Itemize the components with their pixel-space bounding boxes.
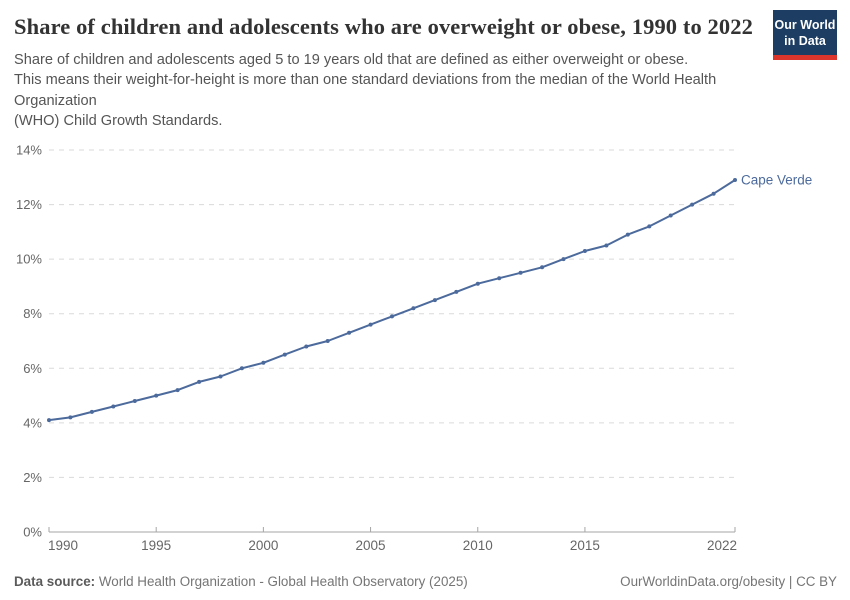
data-point xyxy=(325,339,330,343)
chart-svg: 0% 2% 4% 6% 8% 10% 12% 14% 1990 1995 2000 2005 2010 2… xyxy=(16,143,812,554)
data-point xyxy=(197,379,202,384)
data-point xyxy=(347,330,352,335)
data-point xyxy=(304,344,309,349)
data-point xyxy=(432,298,437,303)
data-point xyxy=(733,178,737,182)
data-point xyxy=(518,270,523,275)
data-point xyxy=(582,249,587,253)
owid-logo: Our World in Data xyxy=(773,10,837,60)
x-axis-tick-label: 2015 xyxy=(570,538,600,553)
data-point xyxy=(475,281,480,286)
data-point xyxy=(411,306,416,311)
subtitle-line: Share of children and adolescents aged 5… xyxy=(14,52,689,69)
data-source: Data source: World Health Organization -… xyxy=(14,574,468,589)
x-axis-tick-label: 2005 xyxy=(356,538,386,553)
data-point xyxy=(89,409,94,414)
page-title: Share of children and adolescents who ar… xyxy=(14,14,753,39)
chart-header: Share of children and adolescents who ar… xyxy=(14,12,760,131)
y-axis-tick-label: 4% xyxy=(23,415,42,430)
data-point xyxy=(647,224,652,229)
data-point xyxy=(47,418,51,423)
data-point xyxy=(690,202,695,207)
data-point xyxy=(540,265,545,270)
owid-logo-line1: Our World xyxy=(774,18,836,32)
data-point xyxy=(68,415,73,420)
data-point xyxy=(497,276,502,281)
data-point xyxy=(711,191,716,196)
subtitle-line: This means their weight-for-height is mo… xyxy=(14,72,717,109)
data-point xyxy=(175,388,180,393)
entity-label: Cape Verde xyxy=(741,173,812,188)
data-point xyxy=(239,366,244,371)
data-point xyxy=(454,289,459,294)
y-axis-tick-label: 14% xyxy=(16,143,42,158)
data-point xyxy=(604,243,609,248)
chart-footer: Data source: World Health Organization -… xyxy=(14,574,837,589)
y-axis-tick-label: 2% xyxy=(23,470,42,485)
y-axis-tick-label: 10% xyxy=(16,252,42,267)
data-source-label: Data source: xyxy=(14,574,96,589)
chart-subtitle: Share of children and adolescents aged 5… xyxy=(14,50,760,131)
y-axis-tick-label: 8% xyxy=(23,306,42,321)
data-point xyxy=(561,257,566,262)
x-axis-tick-label: 1995 xyxy=(141,538,171,553)
data-source-text: World Health Organization - Global Healt… xyxy=(95,574,468,589)
x-axis-tick-label: 2022 xyxy=(707,538,737,553)
data-point xyxy=(132,399,137,403)
data-point xyxy=(218,374,223,379)
owid-logo-line2: in Data xyxy=(784,34,826,48)
x-axis-tick-label: 2010 xyxy=(463,538,493,553)
x-axis-tick-label: 1990 xyxy=(48,538,78,553)
data-point xyxy=(111,404,116,409)
line-chart: 0% 2% 4% 6% 8% 10% 12% 14% 1990 1995 2000 2005 2010 2… xyxy=(0,140,850,555)
data-point xyxy=(261,360,266,365)
y-axis-tick-label: 12% xyxy=(16,197,42,212)
data-point xyxy=(282,352,287,357)
data-point xyxy=(368,322,373,327)
x-axis-tick-label: 2000 xyxy=(248,538,278,553)
license-credit: OurWorldinData.org/obesity | CC BY xyxy=(620,574,837,589)
subtitle-line: (WHO) Child Growth Standards. xyxy=(14,112,223,129)
data-point xyxy=(390,314,394,319)
data-point xyxy=(154,393,159,398)
data-point xyxy=(625,232,630,237)
data-point xyxy=(668,213,673,218)
data-line xyxy=(48,179,736,422)
y-axis-tick-label: 0% xyxy=(23,525,42,540)
y-axis-tick-label: 6% xyxy=(23,361,42,376)
